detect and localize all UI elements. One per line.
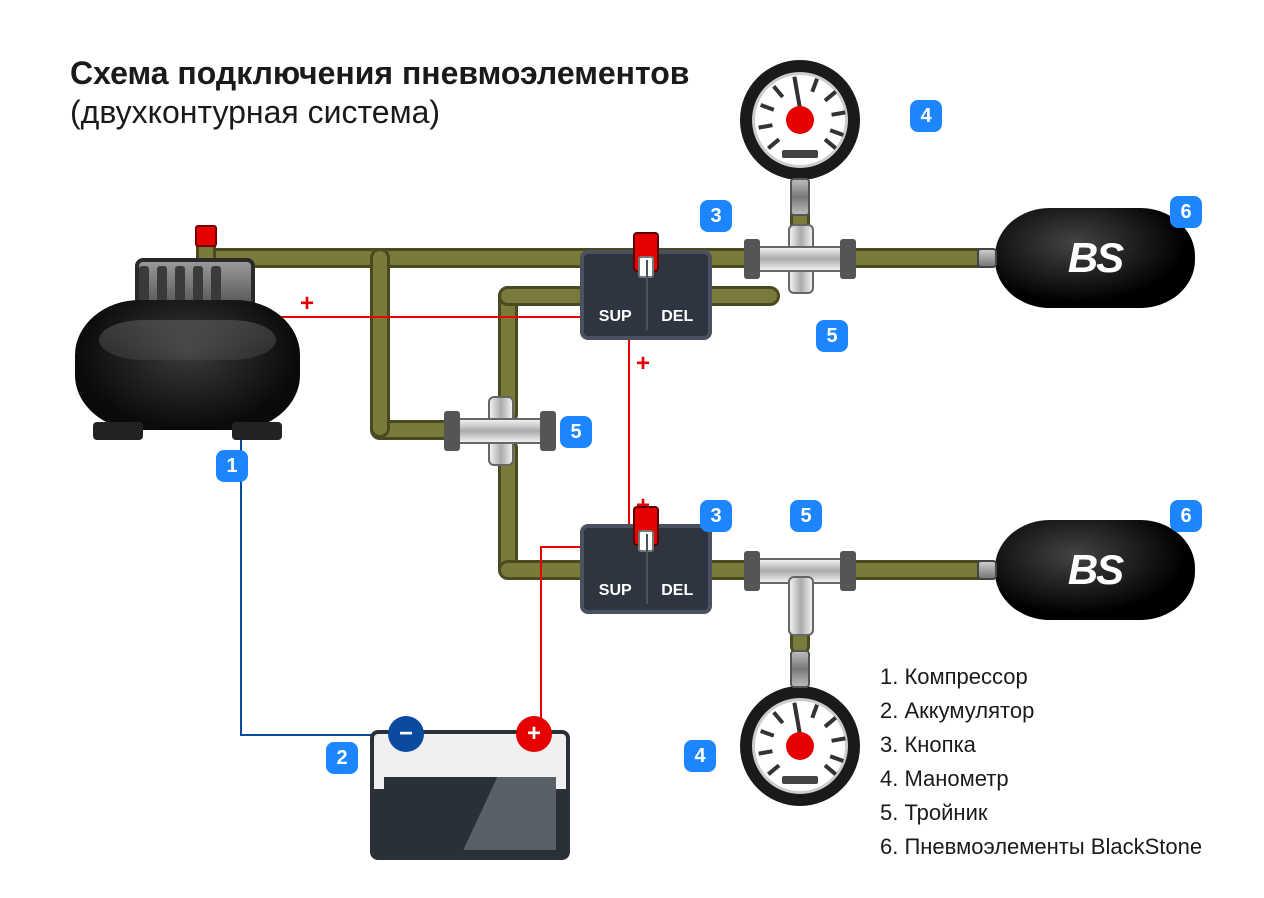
badge-gauge-bottom: 4 bbox=[684, 740, 716, 772]
wire-neg bbox=[240, 734, 390, 736]
legend: 1. Компрессор 2. Аккумулятор 3. Кнопка 4… bbox=[880, 660, 1202, 865]
air-spring-top: BS bbox=[995, 208, 1195, 308]
battery-terminal-neg: − bbox=[388, 716, 424, 752]
legend-item: 1. Компрессор bbox=[880, 660, 1202, 694]
pipe bbox=[370, 248, 390, 438]
compressor-foot bbox=[232, 422, 282, 440]
diagram-stage: + + + − SUP DEL SUP DEL bbox=[0, 0, 1264, 898]
plus-sign: + bbox=[300, 290, 314, 318]
plus-sign: + bbox=[636, 350, 650, 378]
wire-pos bbox=[628, 316, 630, 546]
badge-button-top: 3 bbox=[700, 200, 732, 232]
badge-gauge-top: 4 bbox=[910, 100, 942, 132]
badge-battery: 2 bbox=[326, 742, 358, 774]
tee-fitting bbox=[750, 224, 850, 294]
legend-item: 2. Аккумулятор bbox=[880, 694, 1202, 728]
badge-tee-bottom: 5 bbox=[790, 500, 822, 532]
control-button-bottom: SUP DEL bbox=[580, 524, 712, 614]
button-del-label: DEL bbox=[661, 582, 693, 600]
button-sup-label: SUP bbox=[599, 582, 632, 600]
battery-terminal-pos: + bbox=[516, 716, 552, 752]
compressor-body bbox=[75, 300, 300, 430]
badge-tee-mid: 5 bbox=[560, 416, 592, 448]
airbag-label: BS bbox=[1068, 234, 1122, 282]
control-button-top: SUP DEL bbox=[580, 250, 712, 340]
badge-airbag-top: 6 bbox=[1170, 196, 1202, 228]
badge-airbag-bottom: 6 bbox=[1170, 500, 1202, 532]
button-sup-label: SUP bbox=[599, 308, 632, 326]
air-spring-bottom: BS bbox=[995, 520, 1195, 620]
pressure-gauge-bottom bbox=[740, 686, 860, 806]
legend-item: 6. Пневмоэлементы BlackStone bbox=[880, 830, 1202, 864]
legend-item: 3. Кнопка bbox=[880, 728, 1202, 762]
pipe-connector bbox=[195, 225, 217, 247]
airbag-label: BS bbox=[1068, 546, 1122, 594]
legend-item: 4. Манометр bbox=[880, 762, 1202, 796]
compressor bbox=[75, 300, 300, 430]
battery: − + bbox=[370, 730, 570, 860]
badge-button-bottom: 3 bbox=[700, 500, 732, 532]
compressor-foot bbox=[93, 422, 143, 440]
badge-tee-top: 5 bbox=[816, 320, 848, 352]
pipe bbox=[498, 286, 588, 306]
badge-compressor: 1 bbox=[216, 450, 248, 482]
legend-item: 5. Тройник bbox=[880, 796, 1202, 830]
wire-pos bbox=[540, 546, 542, 730]
button-del-label: DEL bbox=[661, 308, 693, 326]
tee-fitting bbox=[450, 396, 550, 466]
pressure-gauge-top bbox=[740, 60, 860, 180]
wire-pos bbox=[270, 316, 630, 318]
tee-fitting bbox=[750, 536, 850, 606]
